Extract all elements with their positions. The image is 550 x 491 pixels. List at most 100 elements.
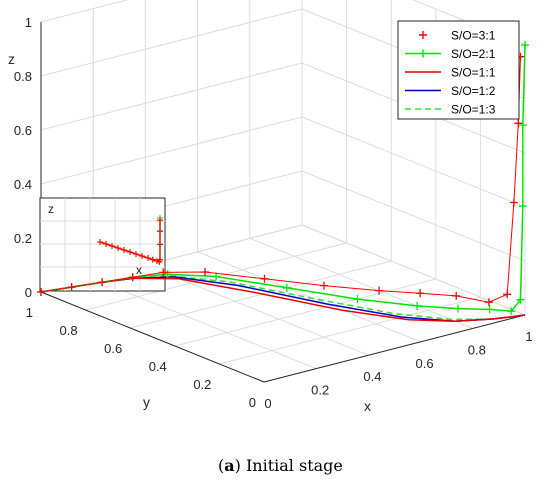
inset-series-marker — [145, 255, 151, 261]
wall-grid-line — [40, 116, 303, 185]
inset-series-marker — [157, 228, 163, 235]
legend-marker — [419, 31, 427, 39]
series-marker — [518, 202, 527, 211]
series-marker — [485, 305, 494, 314]
y-axis-line — [40, 291, 265, 383]
series-marker — [212, 272, 221, 281]
x-tick-label: 0.8 — [468, 342, 486, 357]
legend-marker — [419, 49, 427, 58]
x-axis-line — [263, 314, 526, 383]
wall-grid-line — [40, 0, 129, 23]
x-axis-label: x — [364, 398, 371, 414]
wall-grid-line — [40, 8, 303, 77]
z-tick-label: 0.6 — [14, 123, 32, 138]
inset-series-marker — [157, 256, 163, 263]
inset-plot: z x — [39, 197, 166, 292]
inset-series-marker — [157, 241, 163, 248]
z-tick-label: 1 — [25, 15, 32, 30]
caption-open-paren: ( — [218, 456, 224, 475]
z-tick-label: 0.4 — [14, 177, 32, 192]
series-marker — [163, 270, 172, 279]
inset-series-marker — [109, 243, 115, 249]
legend-label: S/O=1:1 — [451, 66, 496, 80]
series-marker — [37, 288, 45, 296]
y-tick-label: 0.8 — [60, 323, 78, 338]
series-marker — [282, 283, 291, 292]
x-tick-label: 0.4 — [363, 369, 381, 384]
legend-label: S/O=3:1 — [451, 29, 496, 43]
inset-series-marker — [139, 253, 145, 259]
caption-label: a — [224, 456, 234, 475]
inset-series-marker — [115, 245, 121, 251]
y-tick-label: 1 — [26, 305, 33, 320]
z-tick-label: 0 — [25, 285, 32, 300]
legend-item: S/O=2:1 — [405, 47, 496, 61]
legend-label: S/O=2:1 — [451, 47, 496, 61]
inset-x-label: x — [136, 263, 142, 277]
legend-item: S/O=3:1 — [419, 29, 496, 43]
z-tick-label: 0.2 — [14, 231, 32, 246]
y-tick-label: 0.6 — [104, 341, 122, 356]
series-marker — [518, 121, 527, 130]
inset-z-label: z — [48, 202, 54, 216]
series-marker — [320, 281, 328, 290]
figure-caption: (a) Initial stage — [218, 456, 343, 475]
series-marker — [67, 283, 76, 292]
floor-grid-line — [145, 264, 369, 356]
caption-text: Initial stage — [246, 456, 343, 475]
series-marker — [416, 289, 425, 298]
series-marker — [128, 273, 137, 282]
floor-grid-line — [130, 260, 392, 329]
z-tick-label: 0.8 — [14, 69, 32, 84]
x-tick-label: 0 — [264, 396, 271, 411]
y-tick-label: 0 — [249, 395, 256, 410]
z-axis-label: z — [8, 51, 15, 67]
inset-series — [97, 215, 163, 265]
legend-label: S/O=1:3 — [451, 103, 496, 117]
x-tick-label: 0.2 — [311, 383, 329, 398]
series-marker — [375, 286, 384, 295]
inset-series-marker — [121, 247, 127, 253]
floor-grid-line — [93, 278, 317, 370]
series-marker — [452, 291, 461, 300]
series-marker — [413, 301, 422, 310]
inset-series-marker — [149, 256, 156, 263]
series-line — [40, 56, 521, 303]
legend: S/O=3:1 S/O=2:1 S/O=1:1 S/O=1:2 S/O=1:3 — [397, 20, 520, 120]
series-marker — [503, 290, 512, 299]
series-marker — [516, 295, 525, 304]
caption-close-paren: ) — [235, 456, 246, 475]
floor-grid-line — [174, 278, 436, 347]
y-axis-label: y — [143, 394, 150, 410]
inset-series-marker — [157, 217, 163, 224]
series-line — [40, 275, 526, 321]
inset-series-marker — [103, 241, 109, 247]
legend-item: S/O=1:3 — [405, 103, 496, 117]
floor-grid-line — [301, 224, 526, 316]
floor-grid-line — [197, 251, 421, 343]
series-marker — [514, 119, 523, 128]
inset-series-marker — [133, 251, 139, 257]
wall-grid-line — [40, 62, 303, 131]
series-marker — [509, 198, 518, 207]
y-tick-label: 0.2 — [193, 377, 211, 392]
series-layer — [37, 41, 529, 322]
legend-items: S/O=3:1 S/O=2:1 S/O=1:1 S/O=1:2 S/O=1:3 — [405, 29, 496, 117]
legend-box — [397, 20, 520, 120]
inset-series-line — [99, 220, 161, 263]
inset-grid — [40, 198, 165, 291]
series-marker — [260, 274, 269, 283]
x-tick-label: 0.6 — [416, 356, 434, 371]
series-marker — [98, 278, 107, 287]
tick-labels: 0 0.2 0.4 0.6 0.8 1 0 0.2 0.4 0.6 0.8 1 0 0.2 0.4 0.6 0.… — [14, 15, 533, 411]
floor-grid-line — [249, 237, 473, 329]
series-marker — [454, 304, 462, 313]
wall-grid-line — [301, 170, 526, 262]
wall-grid-line — [301, 116, 526, 208]
inset-series-marker — [127, 249, 133, 255]
y-tick-label: 0.4 — [149, 359, 167, 374]
floor-grid-line — [219, 296, 481, 365]
series-marker — [484, 298, 493, 307]
legend-item: S/O=1:1 — [405, 66, 496, 80]
